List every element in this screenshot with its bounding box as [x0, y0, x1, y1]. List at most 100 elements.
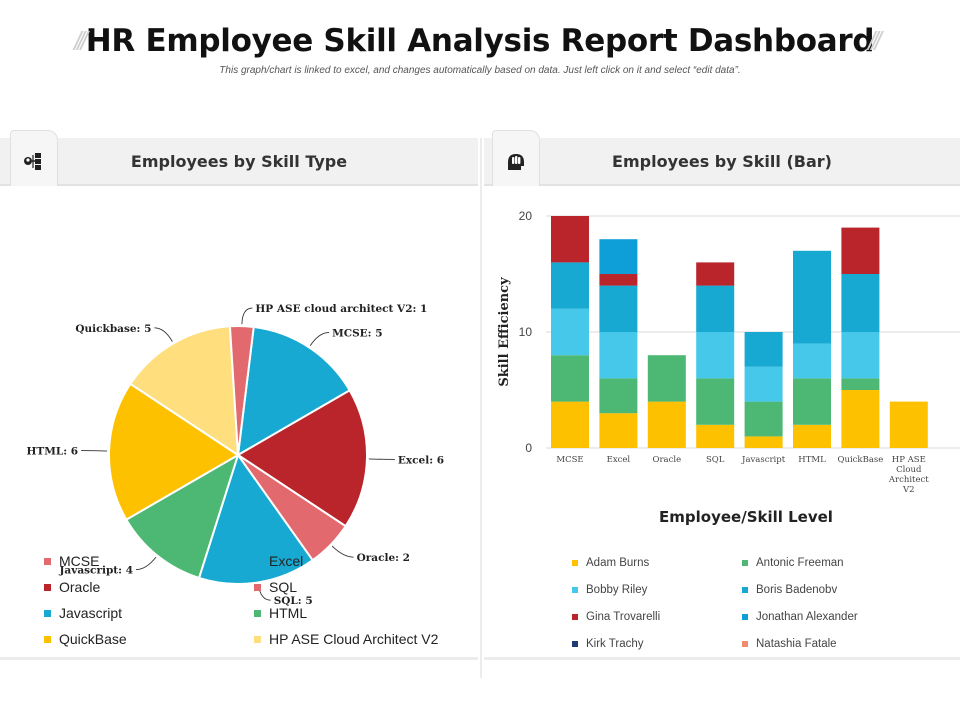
x-tick-label: Oracle	[652, 455, 681, 465]
x-tick-label: Excel	[607, 455, 631, 465]
pie-leader-line	[331, 545, 354, 558]
bar-chart: 0 10 20 Skill Efficiency MCSE Excel Oracle SQL J…	[497, 209, 960, 495]
title-row: /// HR Employee Skill Analysis Report Da…	[0, 18, 960, 68]
legend-label: HP ASE Cloud Architect V2	[269, 631, 439, 647]
pie-slice-hp-ase-cloud-architect-v2	[228, 325, 255, 456]
bar-segment	[793, 250, 831, 344]
bar-segment	[696, 262, 735, 286]
pie-data-label: HP ASE cloud architect V2: 1	[255, 303, 427, 315]
bar-segment	[793, 424, 831, 448]
x-tick-label: HTML	[798, 455, 826, 465]
bar-segment	[793, 378, 831, 425]
bar-segment	[696, 332, 735, 379]
bar-legend-item: Adam Burns	[572, 554, 742, 571]
legend-swatch	[572, 586, 578, 593]
bar-panel-title: Employees by Skill (Bar)	[612, 152, 832, 171]
pie-legend-item: Oracle	[44, 578, 254, 596]
bar-segment	[647, 355, 686, 402]
legend-swatch	[742, 559, 748, 566]
legend-swatch	[44, 583, 51, 591]
bar-segment	[551, 308, 589, 356]
bar-legend-item: Natashia Fatale	[742, 635, 932, 652]
pie-legend-item: SQL	[254, 578, 464, 596]
bar-segment	[696, 378, 735, 425]
bar-segment	[599, 274, 638, 286]
team-structure-icon	[20, 148, 48, 176]
pie-leader-line	[154, 327, 173, 342]
legend-label: Boris Badenobv	[756, 583, 838, 596]
pie-legend-item: QuickBase	[44, 630, 254, 648]
legend-swatch	[254, 635, 261, 643]
x-tick-label: QuickBase	[838, 455, 884, 465]
legend-swatch	[572, 613, 578, 620]
pie-panel: Employees by Skill Type MCSE: 5 Excel: 6 O…	[0, 130, 478, 660]
bar-segment	[696, 424, 735, 448]
legend-swatch	[742, 640, 748, 647]
pie-leader-line	[81, 450, 108, 452]
pie-panel-footer	[0, 657, 478, 660]
pie-legend-item: Javascript	[44, 604, 254, 622]
bar-segment	[551, 355, 589, 402]
bar-legend-item: Bobby Riley	[572, 581, 742, 598]
y-tick-label: 20	[519, 209, 533, 223]
legend-swatch	[742, 613, 748, 620]
pie-data-label: MCSE: 5	[332, 327, 382, 339]
decor-slashes-left: ///	[74, 26, 88, 56]
bar-segment	[841, 378, 880, 390]
pie-data-label: Oracle: 2	[357, 552, 410, 564]
bar-segment	[889, 401, 928, 448]
legend-swatch	[254, 609, 261, 617]
pie-slice-javascript	[124, 452, 240, 580]
pie-chart: MCSE: 5 Excel: 6 Oracle: 2 SQL: 5 Javascript…	[27, 303, 445, 607]
legend-swatch	[254, 557, 261, 565]
bar-segment	[551, 401, 589, 448]
bar-segment	[696, 285, 735, 332]
bar-segment	[599, 413, 638, 448]
pie-legend-item: Excel	[254, 552, 464, 570]
pie-data-label: SQL: 5	[274, 595, 313, 607]
x-tick-label: MCSE	[556, 455, 583, 465]
legend-label: Antonic Freeman	[756, 556, 844, 569]
x-tick-label: SQL	[706, 455, 725, 465]
legend-label: Kirk Trachy	[586, 637, 644, 650]
bar-segment	[551, 262, 589, 309]
bar-panel-header: Employees by Skill (Bar)	[484, 130, 960, 186]
pie-panel-title: Employees by Skill Type	[130, 152, 348, 171]
bar-segment	[599, 239, 638, 274]
pie-slice-quickbase	[129, 325, 240, 457]
pie-leader-line	[135, 556, 157, 571]
bar-segment	[841, 227, 880, 274]
bar-segment	[841, 390, 880, 448]
legend-label: Excel	[269, 553, 304, 569]
pie-panel-header: Employees by Skill Type	[0, 130, 478, 186]
y-tick-label: 0	[525, 441, 532, 455]
bar-segment	[744, 366, 783, 402]
decor-slashes-right: ///	[868, 26, 882, 56]
legend-label: Natashia Fatale	[756, 637, 837, 650]
legend-label: Oracle	[59, 579, 101, 595]
pie-data-label: HTML: 6	[27, 446, 79, 458]
bar-segment	[599, 332, 638, 379]
legend-swatch	[44, 635, 51, 643]
legend-swatch	[572, 640, 578, 647]
pie-data-label: Javascript: 4	[58, 565, 133, 577]
pie-legend-item: HP ASE Cloud Architect V2	[254, 630, 464, 648]
pie-slice-excel	[236, 389, 368, 528]
bar-segment	[744, 436, 783, 448]
legend-label: Adam Burns	[586, 556, 650, 569]
pie-slice-sql	[197, 452, 315, 585]
bar-segment	[599, 285, 638, 332]
legend-swatch	[572, 559, 578, 566]
legend-label: Bobby Riley	[586, 583, 648, 596]
hand-head-icon	[502, 148, 530, 176]
bar-panel-footer	[484, 657, 960, 660]
panel-divider	[480, 138, 482, 678]
pie-leader-line	[309, 331, 330, 346]
bar-segment	[599, 378, 638, 414]
legend-label: HTML	[269, 605, 308, 621]
legend-label: SQL	[269, 579, 298, 595]
legend-label: Jonathan Alexander	[756, 610, 858, 623]
bar-segment	[841, 274, 880, 332]
legend-swatch	[254, 583, 261, 591]
pie-data-label: Quickbase: 5	[75, 323, 151, 335]
